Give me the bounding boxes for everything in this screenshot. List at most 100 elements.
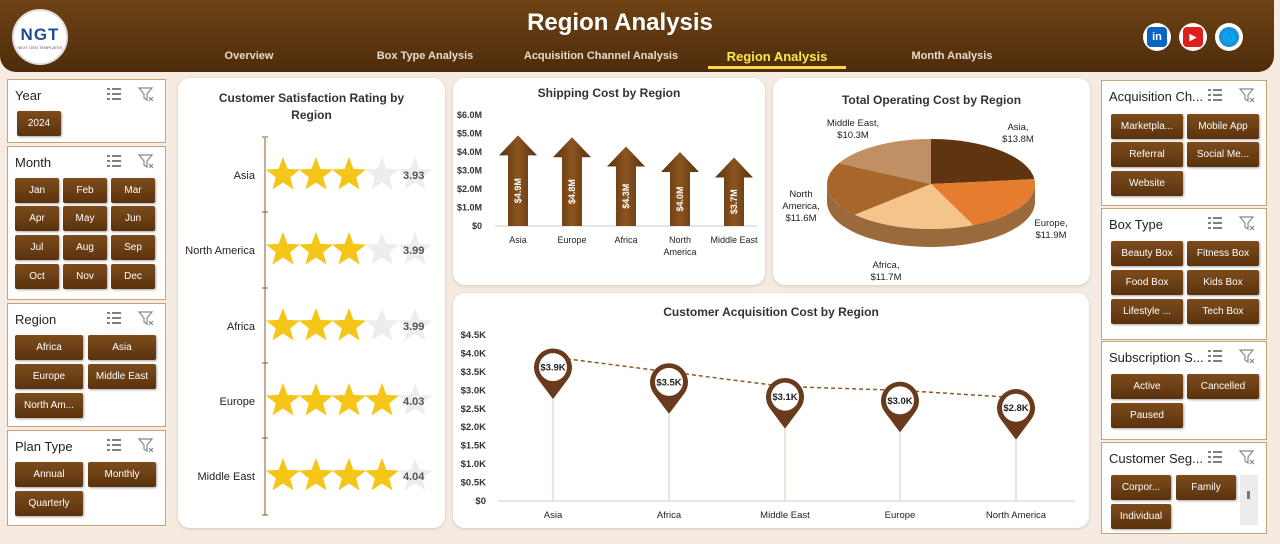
clear-filter-icon[interactable] — [137, 309, 155, 327]
multi-select-icon[interactable] — [1206, 86, 1224, 104]
slicer-item[interactable]: Family — [1176, 475, 1236, 500]
pin-inner — [1002, 393, 1030, 422]
data-label: 3.93 — [403, 170, 424, 182]
tab-month-analysis[interactable]: Month Analysis — [911, 50, 993, 62]
slicer-item[interactable]: Dec — [111, 264, 155, 289]
slice-value: $13.8M — [1002, 134, 1034, 145]
slice-label: America, — [782, 201, 819, 212]
data-label: 3.99 — [403, 245, 424, 257]
multi-select-icon[interactable] — [105, 436, 123, 454]
slicer-item[interactable]: Website — [1111, 171, 1183, 196]
slicer-item[interactable]: Jun — [111, 206, 155, 231]
clear-filter-icon[interactable] — [137, 436, 155, 454]
slicer-item[interactable]: Lifestyle ... — [1111, 299, 1183, 324]
star-icon — [331, 308, 367, 341]
card-title: Total Operating Cost by Region — [841, 93, 1022, 107]
multi-select-icon[interactable] — [105, 309, 123, 327]
slicer-item[interactable]: Kids Box — [1187, 270, 1259, 295]
clear-filter-icon[interactable] — [1238, 214, 1256, 232]
linkedin-icon[interactable]: in — [1143, 23, 1171, 51]
slicer-item[interactable]: Apr — [15, 206, 59, 231]
slicer-item[interactable]: Nov — [63, 264, 107, 289]
bar-arrow — [607, 146, 645, 226]
clear-filter-icon[interactable] — [137, 85, 155, 103]
slicer-item[interactable]: May — [63, 206, 107, 231]
slicer-item[interactable]: 2024 — [17, 111, 61, 136]
scrollbar-thumb[interactable] — [1247, 491, 1250, 499]
slicer-item[interactable]: Asia — [88, 335, 156, 360]
slicer-item[interactable]: Active — [1111, 374, 1183, 399]
star-icon — [364, 383, 400, 416]
slicer-item[interactable]: Tech Box — [1187, 299, 1259, 324]
slicer-item[interactable]: Mobile App — [1187, 114, 1259, 139]
slicer-item[interactable]: North Am... — [15, 393, 83, 418]
multi-select-icon[interactable] — [1206, 214, 1224, 232]
y-tick-label: $0 — [472, 221, 482, 231]
youtube-icon[interactable]: ▶ — [1179, 23, 1207, 51]
pie-slice — [931, 179, 1036, 226]
category-label: Europe — [220, 396, 255, 408]
clear-filter-icon[interactable] — [137, 152, 155, 170]
multi-select-icon[interactable] — [105, 85, 123, 103]
star-icon — [265, 383, 301, 416]
slicer-item[interactable]: Mar — [111, 178, 155, 203]
slicer-item[interactable]: Marketpla... — [1111, 114, 1183, 139]
star-icon — [331, 157, 367, 190]
slicer-item[interactable]: Middle East — [88, 364, 156, 389]
tab-overview[interactable]: Overview — [224, 50, 274, 62]
slicer-item[interactable]: Annual — [15, 462, 83, 487]
slice-label: North — [789, 189, 812, 200]
multi-select-icon[interactable] — [105, 152, 123, 170]
tab-acquisition-channel-analysis[interactable]: Acquisition Channel Analysis — [523, 50, 679, 62]
slicer-item[interactable]: Cancelled — [1187, 374, 1259, 399]
slicer-item[interactable]: Fitness Box — [1187, 241, 1259, 266]
slicer-acquisition-channel: Acquisition Ch... Marketpla... Mobile Ap… — [1101, 80, 1267, 206]
slice-value: $11.9M — [1036, 230, 1067, 241]
slicer-item[interactable]: Paused — [1111, 403, 1183, 428]
bar-arrow — [499, 135, 537, 226]
x-tick-label: Africa — [614, 235, 637, 245]
multi-select-icon[interactable] — [1206, 448, 1224, 466]
slicer-item[interactable]: Jan — [15, 178, 59, 203]
card-title: Customer Satisfaction Rating by Region — [218, 91, 405, 122]
tab-box-type-analysis[interactable]: Box Type Analysis — [376, 50, 474, 62]
star-icon — [397, 232, 433, 265]
y-tick-label: $3.0K — [461, 385, 486, 396]
slicer-item[interactable]: Sep — [111, 235, 155, 260]
slicer-item[interactable]: Individual — [1111, 504, 1171, 529]
card-title: Customer Acquisition Cost by Region — [663, 305, 879, 319]
slicer-item[interactable]: Food Box — [1111, 270, 1183, 295]
slicer-item[interactable]: Europe — [15, 364, 83, 389]
star-icon — [331, 383, 367, 416]
slicer-item[interactable]: Quarterly — [15, 491, 83, 516]
slicer-item[interactable]: Monthly — [88, 462, 156, 487]
slicer-plan-type: Plan Type Annual Monthly Quarterly — [7, 430, 166, 526]
x-tick-label: Europe — [557, 235, 586, 245]
clear-filter-icon[interactable] — [1238, 86, 1256, 104]
tab-region-analysis[interactable]: Region Analysis — [726, 49, 828, 64]
clear-filter-icon[interactable] — [1238, 347, 1256, 365]
multi-select-icon[interactable] — [1206, 347, 1224, 365]
slicer-item[interactable]: Referral — [1111, 142, 1183, 167]
x-tick-label: North — [669, 235, 691, 245]
slice-label: Asia, — [1007, 122, 1028, 133]
y-tick-label: $4.0M — [457, 147, 482, 157]
slicer-item[interactable]: Beauty Box — [1111, 241, 1183, 266]
slicer-item[interactable]: Social Me... — [1187, 142, 1259, 167]
slicer-item[interactable]: Corpor... — [1111, 475, 1171, 500]
slicer-title: Year — [15, 88, 42, 103]
star-icon — [331, 232, 367, 265]
globe-icon[interactable]: 🌐 — [1215, 23, 1243, 51]
star-icon — [298, 308, 334, 341]
logo: NGT NEXT GEN TEMPLATES — [12, 9, 68, 65]
slicer-item[interactable]: Jul — [15, 235, 59, 260]
category-label: North America — [185, 245, 256, 257]
slicer-scrollbar[interactable] — [1240, 475, 1258, 525]
slicer-item[interactable]: Africa — [15, 335, 83, 360]
slicer-item[interactable]: Oct — [15, 264, 59, 289]
data-label: 3.99 — [403, 321, 424, 333]
slicer-item[interactable]: Aug — [63, 235, 107, 260]
x-tick-label: Asia — [509, 235, 527, 245]
slicer-item[interactable]: Feb — [63, 178, 107, 203]
clear-filter-icon[interactable] — [1238, 448, 1256, 466]
